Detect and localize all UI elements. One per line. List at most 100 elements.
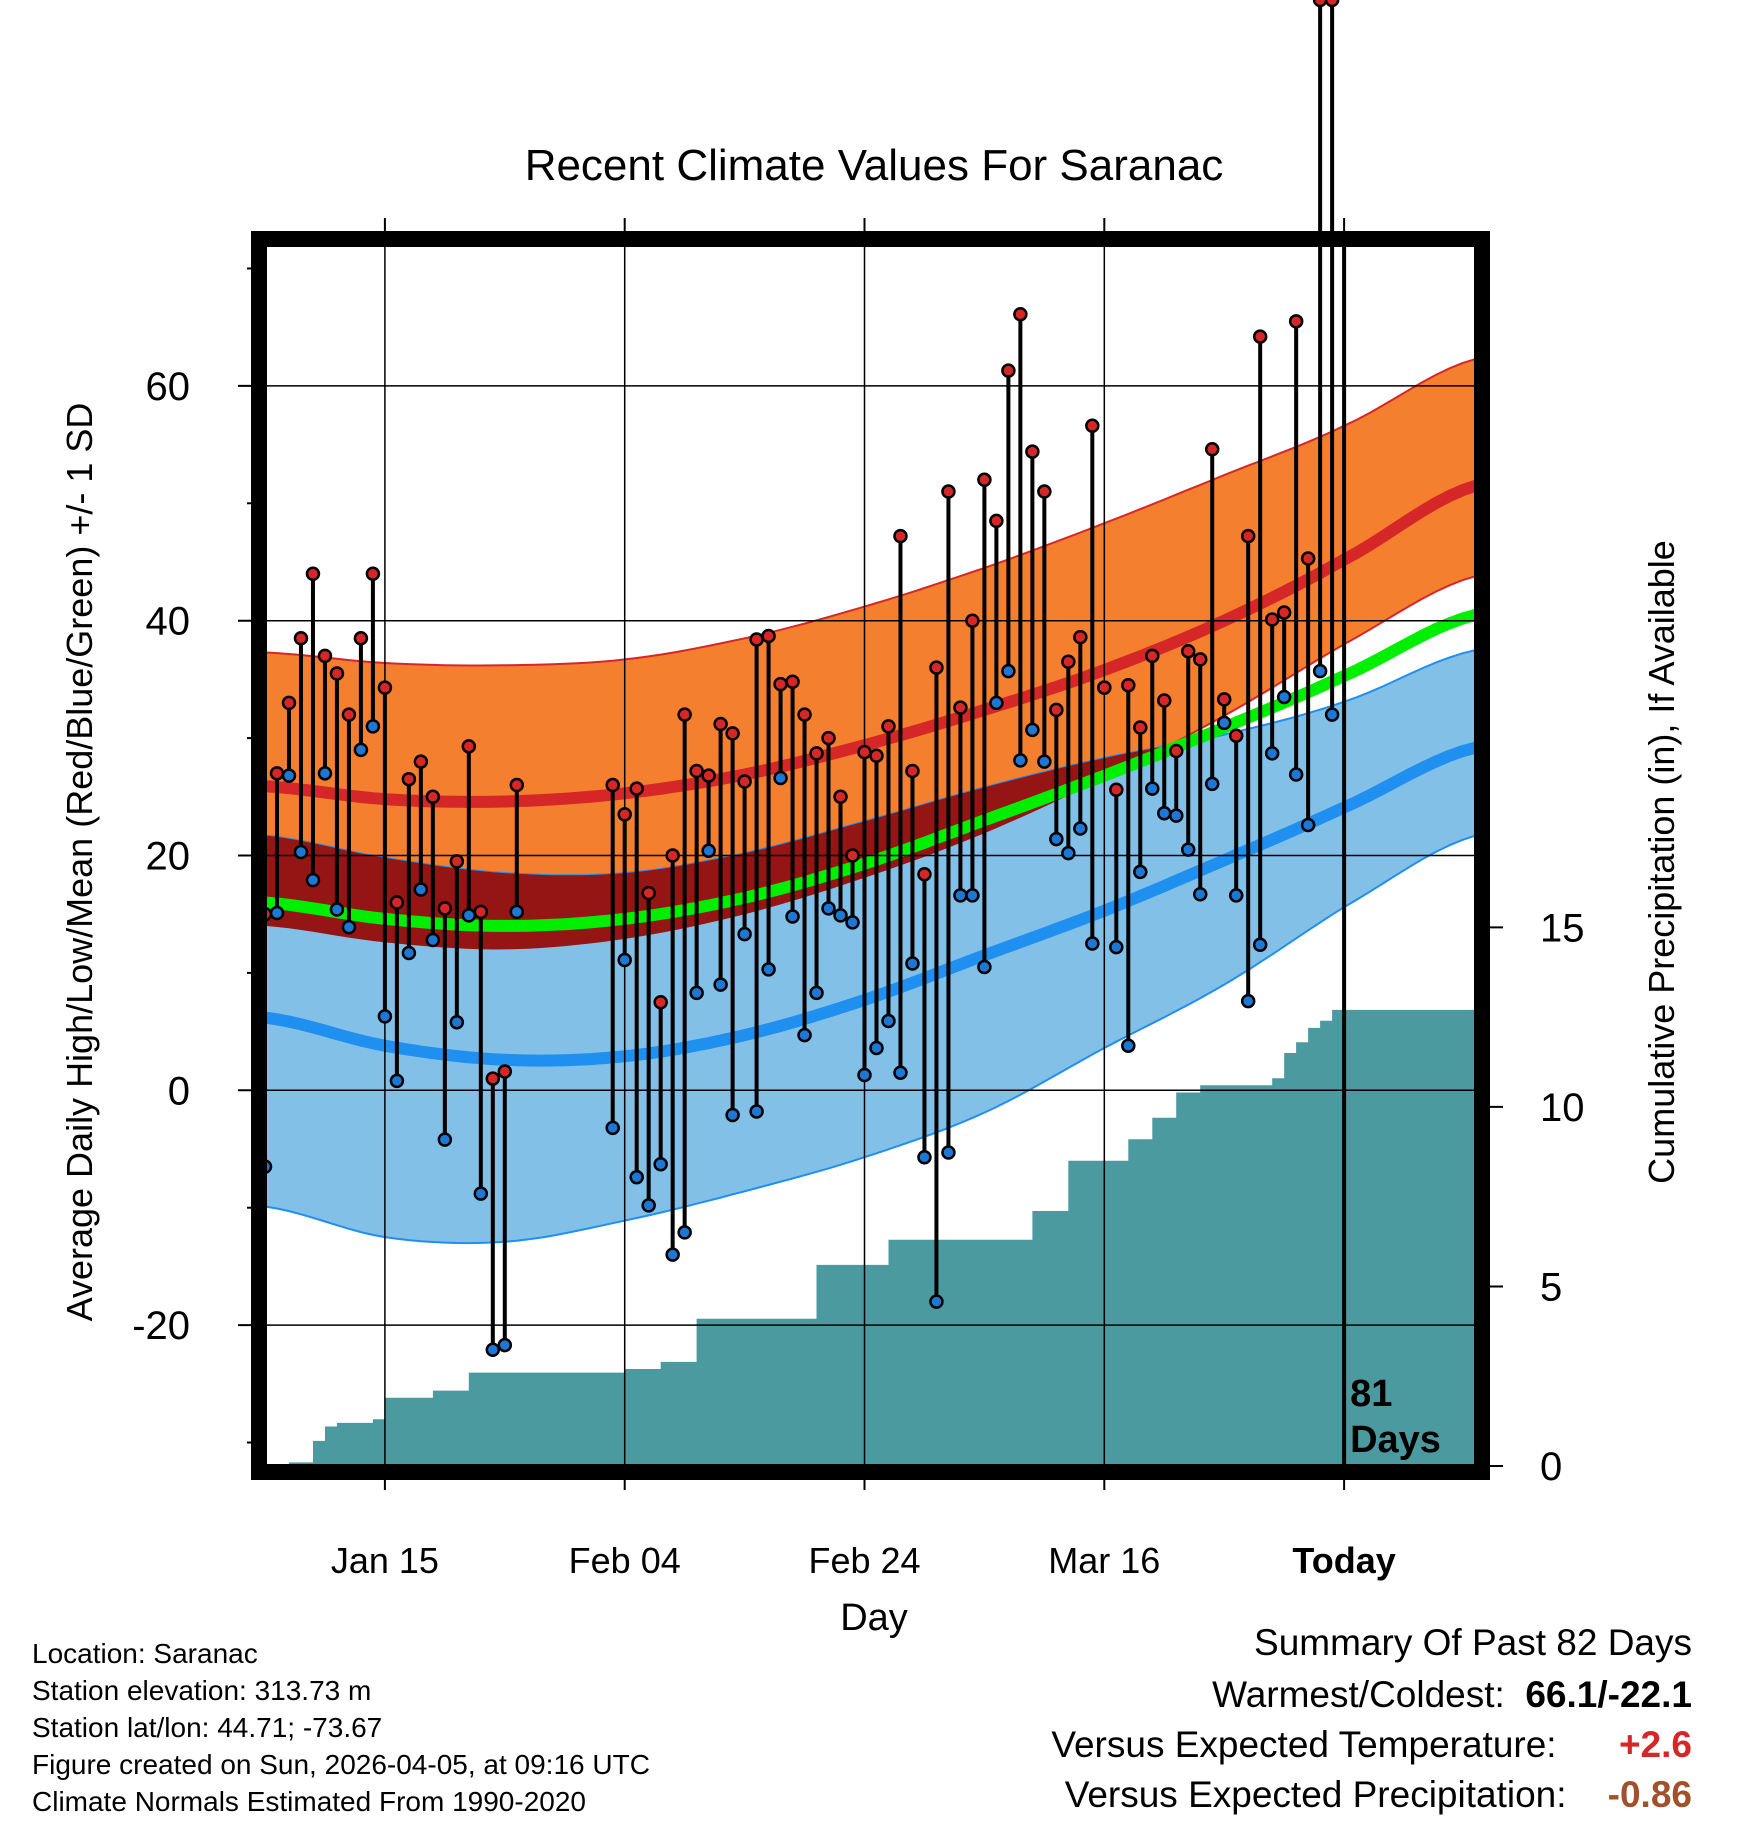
- low-point: [1049, 831, 1064, 847]
- high-point: [317, 648, 333, 664]
- low-point: [665, 1247, 680, 1262]
- low-point: [617, 952, 632, 968]
- high-point: [425, 789, 441, 805]
- low-point: [833, 908, 848, 923]
- precip-area: [265, 1009, 1476, 1466]
- low-point: [905, 956, 920, 971]
- x-tick-label: Today: [1292, 1540, 1395, 1581]
- high-point: [665, 848, 680, 863]
- y-tick-label-right: 10: [1540, 1086, 1585, 1130]
- normals-text: Climate Normals Estimated From 1990-2020: [32, 1786, 586, 1817]
- summary-title: Summary Of Past 82 Days: [1254, 1622, 1692, 1663]
- low-point: [1133, 864, 1148, 880]
- summary-precip-row: Versus Expected Precipitation: -0.86: [1065, 1774, 1692, 1816]
- high-point: [845, 848, 860, 863]
- latlon-text: Station lat/lon: 44.71; -73.67: [32, 1712, 383, 1743]
- low-point: [641, 1198, 656, 1213]
- high-point: [605, 777, 620, 793]
- low-point: [761, 962, 776, 977]
- high-point: [1025, 444, 1040, 459]
- low-point: [365, 719, 381, 734]
- low-point: [749, 1104, 764, 1119]
- high-point: [617, 807, 632, 822]
- high-point: [641, 885, 656, 901]
- low-point: [653, 1157, 668, 1172]
- low-point: [401, 945, 417, 961]
- y-tick-label-right: 0: [1540, 1445, 1562, 1489]
- x-tick-label: Feb 24: [808, 1540, 920, 1581]
- high-point: [1049, 702, 1064, 718]
- high-point: [1300, 551, 1316, 566]
- high-point: [281, 695, 297, 711]
- low-point: [1264, 746, 1280, 761]
- high-point: [1264, 612, 1280, 627]
- low-point: [317, 766, 333, 781]
- high-point: [1288, 314, 1304, 329]
- low-point: [809, 985, 824, 1001]
- high-point: [1133, 720, 1148, 735]
- low-point: [605, 1120, 620, 1136]
- low-point: [821, 901, 836, 916]
- low-point: [1037, 754, 1052, 769]
- high-point: [473, 904, 489, 920]
- low-point: [509, 904, 525, 920]
- high-point: [1204, 442, 1220, 457]
- high-point: [1073, 629, 1088, 645]
- low-point: [1073, 821, 1088, 836]
- high-point: [893, 528, 908, 544]
- x-tick-label: Jan 15: [331, 1540, 439, 1581]
- low-point: [1192, 886, 1208, 902]
- high-point: [749, 632, 764, 647]
- high-point: [905, 763, 920, 779]
- high-point: [437, 901, 453, 916]
- high-point: [293, 631, 309, 646]
- low-point: [929, 1294, 944, 1309]
- high-point: [329, 666, 345, 681]
- y-tick-label-left: 0: [168, 1069, 190, 1113]
- low-point: [449, 1014, 465, 1030]
- high-point: [629, 781, 644, 796]
- high-point: [1180, 643, 1196, 659]
- x-tick-label: Feb 04: [569, 1540, 681, 1581]
- low-point: [293, 844, 309, 860]
- low-point: [713, 977, 728, 992]
- low-point: [677, 1225, 692, 1240]
- high-point: [1157, 693, 1172, 708]
- low-point: [1240, 993, 1256, 1009]
- low-point: [377, 1009, 393, 1024]
- low-point: [269, 905, 285, 921]
- high-point: [965, 613, 980, 628]
- high-point: [497, 1064, 513, 1079]
- low-point: [425, 932, 441, 948]
- high-point: [449, 854, 465, 869]
- low-point: [1085, 936, 1100, 951]
- low-point: [281, 768, 297, 783]
- high-point: [1192, 652, 1208, 667]
- low-point: [1312, 663, 1328, 679]
- low-point: [473, 1186, 489, 1201]
- high-point: [797, 707, 812, 722]
- y-tick-label-left: 60: [146, 365, 191, 409]
- high-point: [413, 754, 429, 769]
- low-point: [1013, 753, 1028, 768]
- high-point: [1252, 329, 1268, 344]
- summary-temp-row: Versus Expected Temperature: +2.6: [1051, 1724, 1692, 1766]
- low-point: [329, 902, 345, 917]
- high-point: [1121, 678, 1136, 693]
- high-point: [941, 484, 956, 499]
- high-point: [1324, 0, 1340, 8]
- high-point: [869, 748, 884, 763]
- low-point: [1109, 939, 1124, 955]
- high-point: [1228, 728, 1244, 743]
- low-point: [305, 872, 321, 888]
- low-point: [773, 770, 788, 786]
- low-point: [917, 1149, 932, 1165]
- y-axis-label-left: Average Daily High/Low/Mean (Red/Blue/Gr…: [59, 403, 100, 1322]
- high-point: [1312, 0, 1328, 8]
- low-point: [989, 695, 1004, 711]
- low-point: [1204, 776, 1220, 792]
- high-point: [1168, 743, 1184, 759]
- high-point: [785, 674, 800, 689]
- y-tick-label-right: 15: [1540, 906, 1585, 950]
